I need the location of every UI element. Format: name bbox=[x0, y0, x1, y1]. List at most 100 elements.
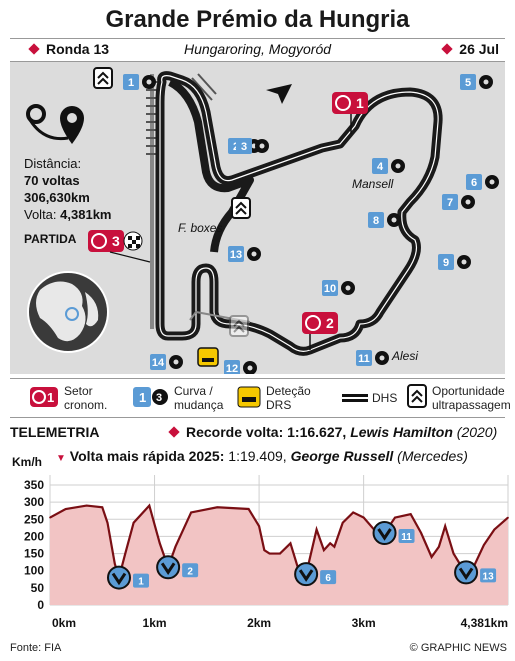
sector-marker: 2 bbox=[302, 312, 338, 350]
speed-point bbox=[383, 532, 386, 534]
turn-badge-icon: 1 3 bbox=[133, 387, 168, 407]
speed-point bbox=[114, 563, 116, 565]
speed-point bbox=[373, 528, 375, 531]
info-bar: Ronda 13 Hungaroring, Mogyoród 26 Jul bbox=[10, 38, 505, 62]
overtake-chevron-icon bbox=[93, 67, 113, 89]
speed-point bbox=[49, 516, 51, 519]
y-tick-label: 200 bbox=[24, 529, 44, 543]
speed-point bbox=[190, 511, 192, 514]
corner-name-alesi: Alesi bbox=[391, 349, 418, 363]
turn-badge: 12 bbox=[224, 360, 257, 376]
speed-point bbox=[289, 542, 292, 545]
gear-icon bbox=[457, 255, 471, 269]
x-tick-label: 0km bbox=[52, 616, 76, 630]
chequered-flag-icon bbox=[128, 236, 140, 248]
speed-point bbox=[158, 542, 161, 545]
speed-point bbox=[465, 571, 467, 574]
speed-point bbox=[438, 545, 440, 548]
turn-number: 1 bbox=[128, 77, 134, 89]
gear-icon bbox=[169, 355, 183, 369]
turn-number: 7 bbox=[447, 197, 453, 209]
credit-label: © GRAPHIC NEWS bbox=[409, 642, 507, 654]
speed-point bbox=[298, 569, 300, 572]
speed-point bbox=[101, 506, 104, 509]
speed-point bbox=[106, 521, 109, 524]
corner-speed-marker: 13 bbox=[454, 560, 497, 585]
y-tick-label: 150 bbox=[24, 547, 44, 561]
source-label: Fonte: FIA bbox=[10, 642, 62, 654]
speed-point bbox=[472, 566, 475, 569]
speed-point bbox=[148, 504, 151, 507]
speed-point bbox=[483, 544, 485, 546]
speed-point bbox=[333, 545, 336, 548]
sector-number: 3 bbox=[112, 233, 120, 249]
stopwatch-icon: 1 bbox=[30, 387, 58, 407]
speed-point bbox=[444, 525, 446, 527]
marker-turn-label: 11 bbox=[401, 532, 412, 543]
route-pin-icon bbox=[26, 104, 84, 144]
circuit-svg: 1 2 3 PARTIDA F. boxes Mansell Alesi bbox=[24, 67, 499, 376]
turn-number: 5 bbox=[465, 77, 471, 89]
y-tick-label: 300 bbox=[24, 495, 44, 509]
diamond-icon bbox=[441, 43, 453, 55]
speed-point bbox=[247, 508, 250, 510]
turn-badge: 9 bbox=[438, 254, 471, 270]
turn-badge: 13 bbox=[228, 246, 261, 262]
speed-point bbox=[174, 545, 177, 548]
gear-icon bbox=[391, 159, 405, 173]
round-label: Ronda 13 bbox=[28, 41, 110, 57]
legend-drs-label: DHS bbox=[372, 391, 398, 405]
turn-number: 9 bbox=[443, 257, 449, 269]
race-stats: Distância: 70 voltas 306,630km Volta: 4,… bbox=[24, 155, 111, 223]
marker-turn-label: 2 bbox=[187, 566, 193, 577]
date-label: 26 Jul bbox=[441, 41, 499, 57]
record-year: (2020) bbox=[456, 424, 498, 440]
map-legend: 1 1 3 Setor cronom. Curva / mudança bbox=[10, 378, 511, 418]
turn-number: 14 bbox=[152, 357, 165, 369]
svg-text:1: 1 bbox=[139, 390, 146, 405]
gear-icon bbox=[341, 281, 355, 295]
y-tick-label: 0 bbox=[37, 598, 44, 612]
speed-point bbox=[430, 556, 433, 558]
turn-badge: 1 bbox=[123, 74, 156, 90]
record-driver: Lewis Hamilton bbox=[350, 424, 453, 440]
telemetry-heading: TELEMETRIA bbox=[10, 424, 100, 440]
round-text: Ronda 13 bbox=[46, 41, 110, 57]
speed-point bbox=[420, 532, 422, 534]
speed-point bbox=[323, 549, 325, 551]
lap-record: Recorde volta: 1:16.627, Lewis Hamilton … bbox=[168, 424, 498, 442]
speed-point bbox=[64, 508, 67, 510]
speed-point bbox=[409, 513, 412, 515]
turn-badge: 7 bbox=[442, 194, 475, 210]
gear-icon bbox=[387, 213, 401, 227]
speed-point bbox=[124, 552, 127, 555]
diamond-icon bbox=[168, 426, 180, 438]
lap-length-value: 4,381km bbox=[60, 207, 112, 222]
marker-turn-label: 13 bbox=[483, 571, 495, 582]
y-tick-label: 250 bbox=[24, 512, 44, 526]
marker-turn-label: 1 bbox=[138, 577, 144, 588]
corner-speed-marker: 11 bbox=[372, 521, 415, 545]
legend-sector-label: Setor cronom. bbox=[64, 384, 108, 412]
x-tick-label: 1km bbox=[143, 616, 167, 630]
turn-badge: 14 bbox=[150, 354, 183, 370]
date-text: 26 Jul bbox=[459, 41, 499, 57]
speed-point bbox=[459, 563, 461, 565]
gear-icon bbox=[479, 75, 493, 89]
triangle-down-icon: ▼ bbox=[56, 453, 66, 464]
speed-point bbox=[279, 552, 281, 555]
turn-badge: 4 bbox=[372, 158, 405, 174]
corner-speed-marker: 6 bbox=[294, 562, 337, 587]
x-tick-label: 2km bbox=[247, 616, 271, 630]
y-axis-label: Km/h bbox=[12, 455, 42, 469]
sector-number: 2 bbox=[326, 315, 334, 331]
sector-marker: 1 bbox=[332, 92, 368, 134]
speed-point bbox=[394, 516, 396, 519]
overtake-chevron-icon bbox=[231, 197, 251, 219]
y-tick-label: 350 bbox=[24, 478, 44, 492]
globe-icon bbox=[27, 271, 109, 353]
drs-sensor-icon bbox=[197, 347, 219, 367]
speed-point bbox=[167, 566, 169, 569]
fastest-time: 1:19.409, bbox=[228, 448, 287, 464]
